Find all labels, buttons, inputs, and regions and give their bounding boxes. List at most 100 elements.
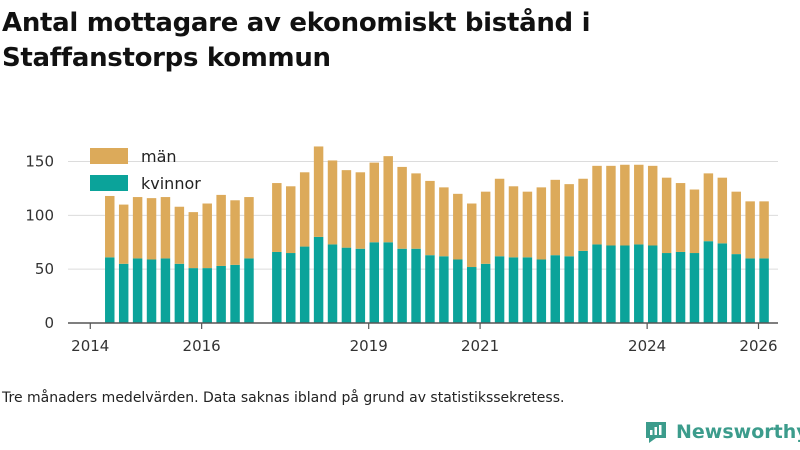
bar-man (759, 201, 769, 259)
x-tick-label: 2021 (461, 337, 499, 355)
bar-kvinnor (286, 253, 296, 323)
bar-man (634, 164, 644, 245)
bar-kvinnor (160, 258, 171, 323)
bar-kvinnor (745, 258, 755, 323)
bar-man (564, 184, 574, 257)
bar-man (202, 203, 212, 269)
brand: Newsworthy (644, 420, 800, 444)
newsworthy-logo-icon (646, 422, 666, 443)
bar-man (369, 162, 380, 243)
y-tick-label: 50 (35, 260, 54, 278)
bar-kvinnor (216, 265, 226, 323)
y-tick-label: 0 (44, 314, 54, 332)
bar-kvinnor (188, 268, 199, 323)
bar-kvinnor (564, 256, 574, 323)
bar-man (703, 173, 714, 242)
bar-kvinnor (355, 248, 366, 323)
bar-kvinnor (717, 243, 728, 323)
bar-man (188, 212, 199, 269)
bar-man (132, 197, 143, 259)
bar-kvinnor (425, 255, 435, 323)
bar-kvinnor (439, 256, 449, 323)
y-tick-label: 150 (25, 153, 54, 171)
bar-kvinnor (383, 242, 393, 323)
bar-man (675, 183, 686, 252)
bar-kvinnor (480, 263, 491, 323)
bar-man (466, 203, 477, 268)
bar-kvinnor (105, 257, 115, 323)
bar-man (146, 198, 157, 260)
bar-kvinnor (578, 250, 588, 323)
bar-kvinnor (132, 258, 143, 323)
bar-man (411, 173, 421, 249)
bar-kvinnor (397, 248, 407, 323)
bar-man (494, 178, 505, 257)
legend-man-swatch (90, 148, 128, 164)
bar-man (647, 165, 658, 246)
bar-kvinnor (606, 245, 616, 323)
chart-title: Antal mottagare av ekonomiskt bistånd i … (2, 8, 591, 73)
bar-kvinnor (327, 244, 338, 323)
bar-kvinnor (759, 258, 769, 323)
bar-kvinnor (230, 264, 240, 323)
bar-man (216, 194, 226, 266)
x-tick-label: 2019 (350, 337, 388, 355)
bar-man (244, 197, 254, 259)
bar-man (550, 179, 560, 256)
bar-man (272, 183, 282, 252)
brand-name: Newsworthy (676, 421, 800, 443)
bar-man (230, 200, 240, 265)
bar-kvinnor (118, 263, 129, 323)
bar-man (355, 172, 366, 249)
legend-man-label: män (141, 147, 177, 166)
bar-man (313, 146, 324, 237)
bar-kvinnor (453, 259, 463, 323)
legend-kvinnor-swatch (90, 175, 128, 191)
bar-kvinnor (494, 256, 505, 323)
bar-kvinnor (731, 254, 741, 323)
bar-man (453, 193, 463, 260)
bar-kvinnor (411, 248, 421, 323)
bar-kvinnor (675, 251, 686, 323)
x-tick-label: 2024 (628, 337, 666, 355)
bar-kvinnor (522, 257, 533, 323)
bar-man (439, 187, 449, 257)
bar-man (606, 165, 616, 246)
bar-kvinnor (634, 244, 644, 323)
bar-kvinnor (299, 246, 310, 323)
x-tick-label: 2014 (71, 337, 109, 355)
bar-kvinnor (202, 268, 212, 323)
bar-man (522, 191, 533, 258)
bar-kvinnor (466, 267, 477, 323)
bar-kvinnor (592, 244, 602, 323)
x-tick-label: 2026 (739, 337, 777, 355)
bar-man (383, 156, 393, 243)
bar-man (118, 204, 129, 264)
bar-man (397, 166, 407, 249)
bar-kvinnor (661, 253, 672, 323)
footnote: Tre månaders medelvärden. Data saknas ib… (2, 390, 565, 406)
bar-man (578, 178, 588, 251)
bar-man (661, 177, 672, 254)
bar-man (425, 180, 435, 256)
bar-man (286, 186, 296, 254)
bar-man (620, 164, 630, 246)
bar-man (689, 189, 700, 254)
bar-man (341, 170, 352, 248)
bar-man (592, 165, 602, 245)
bar-kvinnor (272, 251, 282, 323)
bar-kvinnor (369, 242, 380, 323)
bar-man (717, 177, 728, 244)
y-tick-label: 100 (25, 206, 54, 224)
bar-kvinnor (508, 257, 519, 323)
legend-kvinnor-label: kvinnor (141, 174, 201, 193)
bar-kvinnor (689, 253, 700, 323)
bar-man (480, 191, 491, 264)
bar-man (174, 206, 185, 264)
bar-kvinnor (146, 259, 157, 323)
bar-man (745, 201, 755, 259)
bar-man (105, 195, 115, 258)
bar-man (536, 187, 547, 260)
bar-kvinnor (341, 247, 352, 323)
